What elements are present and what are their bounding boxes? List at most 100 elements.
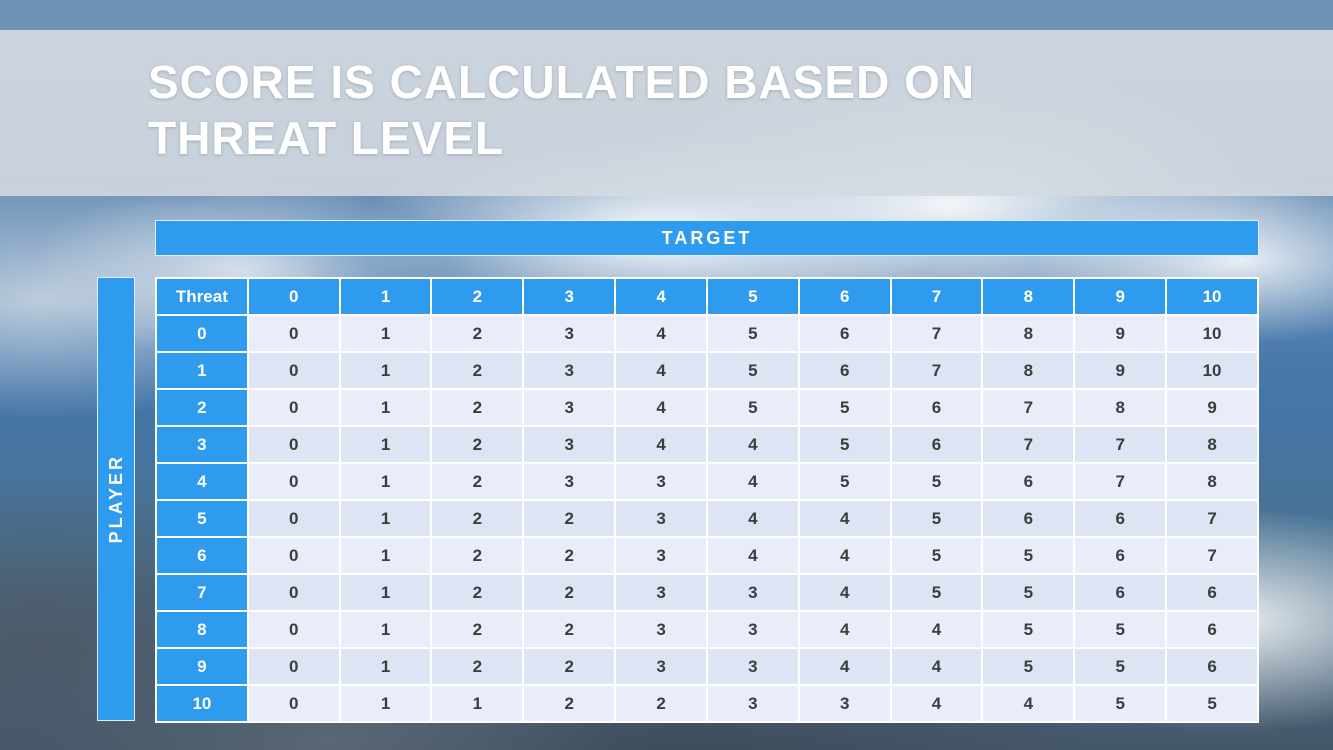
score-cell: 5	[889, 462, 984, 501]
score-cell: 5	[981, 573, 1076, 612]
threat-row-header: 0	[155, 314, 249, 353]
score-cell: 1	[338, 351, 433, 390]
score-cell: 7	[1073, 462, 1168, 501]
score-cell: 8	[1073, 388, 1168, 427]
score-cell: 5	[889, 499, 984, 538]
score-cell: 7	[1165, 499, 1259, 538]
score-cell: 2	[430, 388, 525, 427]
score-cell: 3	[614, 499, 708, 538]
score-cell: 2	[430, 499, 525, 538]
score-cell: 9	[1073, 351, 1168, 390]
score-cell: 4	[797, 536, 892, 575]
slide-title-line2: THREAT LEVEL	[148, 112, 505, 165]
score-cell: 7	[1165, 536, 1259, 575]
score-cell: 2	[430, 536, 525, 575]
target-col-header: 8	[981, 277, 1076, 316]
threat-row-header: 5	[155, 499, 249, 538]
score-cell: 0	[246, 647, 341, 686]
score-cell: 3	[797, 684, 892, 723]
score-cell: 3	[522, 388, 617, 427]
target-col-header: 9	[1073, 277, 1168, 316]
score-cell: 5	[1073, 610, 1168, 649]
score-cell: 3	[522, 351, 617, 390]
table-row: 10 0 1 1 2 2 3 3 4 4 5 5	[155, 684, 1259, 723]
target-axis-label: TARGET	[661, 227, 753, 248]
score-cell: 8	[981, 351, 1076, 390]
slide-title: SCORE IS CALCULATED BASED ON THREAT LEVEL	[148, 54, 975, 166]
threat-row-header: 4	[155, 462, 249, 501]
score-cell: 2	[522, 647, 617, 686]
score-cell: 5	[1073, 647, 1168, 686]
target-col-header: 3	[522, 277, 617, 316]
threat-row-header: 6	[155, 536, 249, 575]
score-cell: 2	[430, 647, 525, 686]
target-col-header: 1	[338, 277, 433, 316]
score-cell: 2	[522, 573, 617, 612]
target-col-header: 7	[889, 277, 984, 316]
score-cell: 1	[338, 536, 433, 575]
score-cell: 4	[797, 499, 892, 538]
score-cell: 1	[338, 462, 433, 501]
score-cell: 1	[338, 314, 433, 353]
score-cell: 2	[430, 314, 525, 353]
score-cell: 4	[889, 610, 984, 649]
score-cell: 1	[338, 684, 433, 723]
score-cell: 1	[338, 647, 433, 686]
score-cell: 4	[614, 351, 708, 390]
target-col-header: 10	[1165, 277, 1259, 316]
score-cell: 8	[1165, 425, 1259, 464]
slide-title-line1: SCORE IS CALCULATED BASED ON	[148, 56, 976, 108]
score-cell: 5	[981, 536, 1076, 575]
header-row: Threat 0 1 2 3 4 5 6 7 8 9 10	[155, 277, 1259, 316]
score-cell: 3	[614, 573, 708, 612]
score-cell: 10	[1165, 351, 1259, 390]
score-cell: 6	[981, 499, 1076, 538]
score-cell: 0	[246, 462, 341, 501]
score-cell: 4	[705, 425, 800, 464]
score-cell: 3	[522, 314, 617, 353]
score-cell: 8	[981, 314, 1076, 353]
score-cell: 0	[246, 610, 341, 649]
score-cell: 6	[889, 388, 984, 427]
score-cell: 5	[981, 610, 1076, 649]
score-cell: 9	[1165, 388, 1259, 427]
score-cell: 9	[1073, 314, 1168, 353]
score-cell: 0	[246, 684, 341, 723]
threat-row-header: 2	[155, 388, 249, 427]
score-table-head: Threat 0 1 2 3 4 5 6 7 8 9 10	[155, 277, 1259, 316]
target-col-header: 5	[705, 277, 800, 316]
score-cell: 0	[246, 573, 341, 612]
score-cell: 2	[430, 425, 525, 464]
score-cell: 6	[981, 462, 1076, 501]
score-cell: 6	[1073, 499, 1168, 538]
target-axis-header: TARGET	[155, 220, 1259, 256]
score-cell: 6	[1073, 573, 1168, 612]
score-cell: 3	[522, 462, 617, 501]
score-cell: 5	[797, 425, 892, 464]
score-cell: 0	[246, 388, 341, 427]
score-cell: 5	[705, 351, 800, 390]
player-axis-header: PLAYER	[97, 277, 135, 721]
score-cell: 0	[246, 499, 341, 538]
score-cell: 6	[1165, 573, 1259, 612]
score-cell: 0	[246, 314, 341, 353]
score-cell: 5	[1073, 684, 1168, 723]
score-cell: 1	[338, 425, 433, 464]
score-cell: 3	[705, 573, 800, 612]
score-cell: 3	[614, 536, 708, 575]
score-cell: 5	[705, 314, 800, 353]
score-cell: 10	[1165, 314, 1259, 353]
score-cell: 1	[430, 684, 525, 723]
score-cell: 4	[797, 647, 892, 686]
score-table-body: 0 0 1 2 3 4 5 6 7 8 9 10 1 0 1 2 3 4 5 6 7 8 9 10 2 0 1 2 3 4 5 5 6 7 8 9 3 0…	[155, 314, 1259, 723]
score-cell: 5	[797, 388, 892, 427]
score-cell: 3	[614, 647, 708, 686]
score-cell: 6	[1165, 647, 1259, 686]
score-cell: 6	[1165, 610, 1259, 649]
score-cell: 6	[797, 314, 892, 353]
